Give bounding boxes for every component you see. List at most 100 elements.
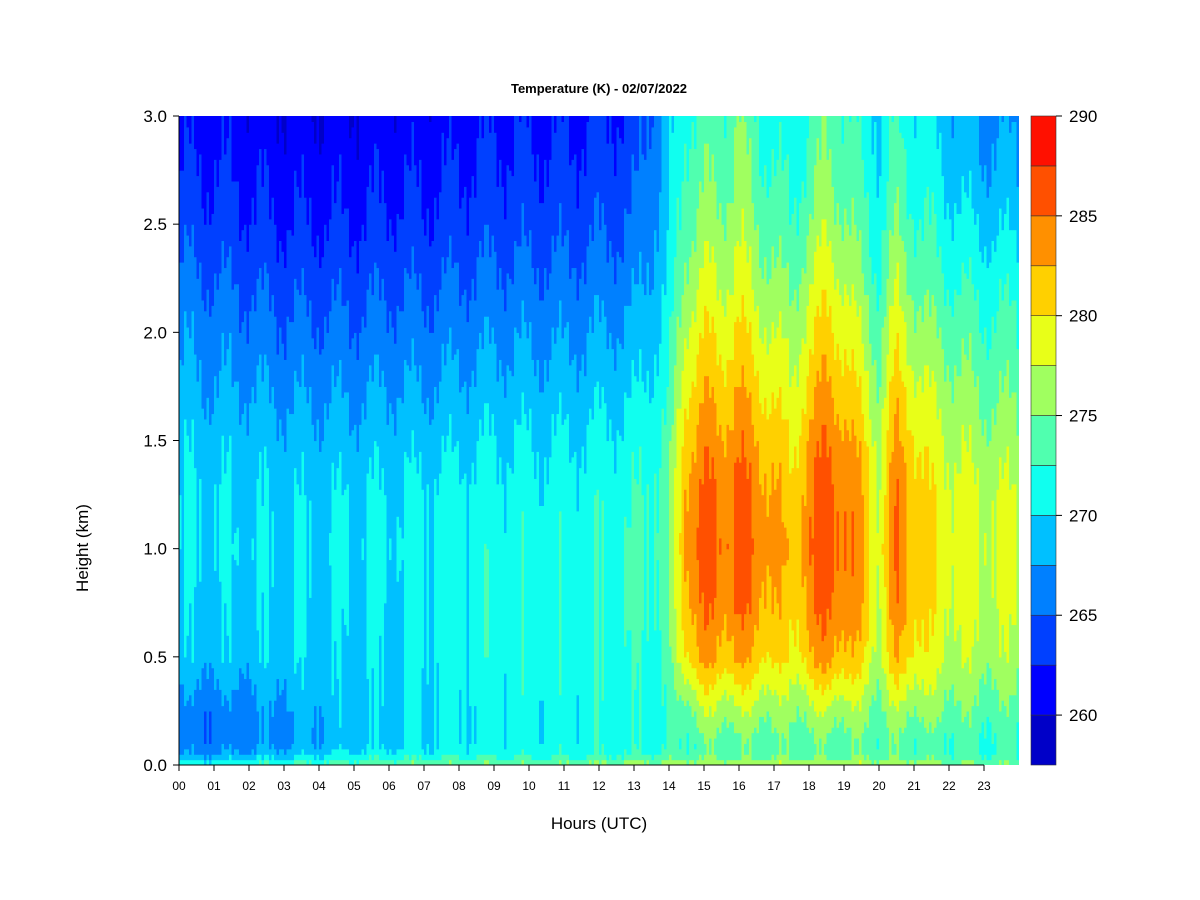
heatmap-cell (721, 440, 725, 631)
heatmap-cell (429, 245, 433, 333)
heatmap-cell (206, 754, 210, 761)
heatmap-cell (471, 116, 475, 177)
heatmap-cell (266, 467, 270, 663)
heatmap-cell (886, 180, 890, 279)
heatmap-cell (754, 624, 758, 674)
heatmap-cell (814, 743, 818, 755)
x-tick-label: 07 (417, 779, 431, 793)
heatmap-cell (221, 116, 225, 241)
heatmap-cell (699, 478, 703, 604)
x-tick-label: 18 (802, 779, 816, 793)
heatmap-cell (886, 116, 890, 182)
heatmap-cell (769, 689, 773, 717)
heatmap-cell (796, 467, 800, 620)
heatmap-cell (416, 116, 420, 187)
heatmap-cell (1006, 272, 1010, 360)
heatmap-cell (536, 759, 540, 765)
heatmap-cell (416, 381, 420, 474)
heatmap-cell (944, 218, 948, 306)
heatmap-cell (784, 116, 788, 160)
heatmap-cell (294, 170, 298, 279)
heatmap-cell (706, 624, 710, 669)
x-tick-label: 11 (558, 779, 571, 793)
heatmap-cell (351, 126, 355, 247)
heatmap-cell (609, 332, 613, 420)
heatmap-cell (336, 180, 340, 285)
heatmap-cell (816, 667, 820, 690)
heatmap-cell (791, 375, 795, 469)
heatmap-cell (384, 748, 388, 761)
heatmap-cell (421, 667, 425, 750)
heatmap-cell (1004, 283, 1008, 377)
heatmap-cell (856, 737, 860, 755)
heatmap-cell (679, 662, 683, 696)
heatmap-cell (781, 418, 785, 523)
heatmap-cell (214, 483, 218, 571)
heatmap-cell (586, 754, 590, 765)
heatmap-cell (584, 283, 588, 377)
heatmap-cell (219, 272, 223, 371)
heatmap-cell (299, 386, 303, 496)
heatmap-cell (594, 197, 598, 296)
heatmap-cell (184, 759, 188, 765)
heatmap-cell (729, 294, 733, 360)
heatmap-cell (846, 429, 850, 642)
heatmap-cell (534, 478, 538, 761)
heatmap-cell (821, 353, 825, 425)
heatmap-cell (536, 267, 540, 360)
heatmap-cell (801, 116, 805, 182)
heatmap-cell (501, 483, 505, 761)
heatmap-cell (329, 759, 333, 765)
heatmap-cell (306, 402, 310, 755)
heatmap-cell (521, 202, 525, 301)
heatmap-cell (421, 310, 425, 404)
heatmap-cell (626, 213, 630, 306)
heatmap-cell (949, 754, 953, 765)
heatmap-cell (226, 348, 230, 452)
heatmap-cell (499, 116, 503, 160)
heatmap-cell (274, 224, 278, 317)
heatmap-cell (411, 754, 415, 761)
heatmap-cell (986, 197, 990, 269)
heatmap-cell (484, 754, 488, 761)
heatmap-cell (714, 262, 718, 333)
heatmap-cell (971, 207, 975, 285)
heatmap-cell (794, 364, 798, 447)
heatmap-cell (836, 727, 840, 761)
heatmap-cell (276, 116, 280, 144)
x-axis: 00 01 02 03 04 05 06 07 08 09 10 11 12 13 14 15 16 17 18 19… (172, 764, 991, 793)
heatmap-cell (664, 116, 668, 296)
heatmap-cell (324, 224, 328, 317)
heatmap-cell (859, 640, 863, 680)
heatmap-cell (434, 386, 438, 479)
heatmap-cell (664, 294, 668, 425)
heatmap-cell (344, 305, 348, 393)
heatmap-cell (726, 424, 730, 544)
heatmap-cell (991, 743, 995, 755)
heatmap-cell (449, 754, 453, 761)
heatmap-cell (879, 489, 883, 609)
heatmap-cell (789, 386, 793, 474)
heatmap-cell (646, 262, 650, 371)
heatmap-cell (769, 656, 773, 690)
heatmap-cell (574, 116, 578, 155)
heatmap-cell (679, 326, 683, 409)
heatmap-cell (801, 337, 805, 409)
heatmap-cell (569, 278, 573, 366)
heatmap-cell (826, 159, 830, 247)
heatmap-cell (924, 651, 928, 696)
heatmap-area (179, 116, 1019, 765)
heatmap-cell (421, 489, 425, 669)
heatmap-cell (399, 748, 403, 761)
heatmap-cell (911, 435, 915, 658)
heatmap-cell (744, 754, 748, 765)
heatmap-cell (496, 381, 500, 485)
heatmap-cell (684, 489, 688, 582)
heatmap-cell (264, 353, 268, 447)
heatmap-cell (371, 759, 375, 765)
heatmap-cell (736, 456, 740, 615)
heatmap-cell (889, 462, 893, 620)
heatmap-cell (416, 759, 420, 765)
heatmap-cell (204, 662, 208, 712)
